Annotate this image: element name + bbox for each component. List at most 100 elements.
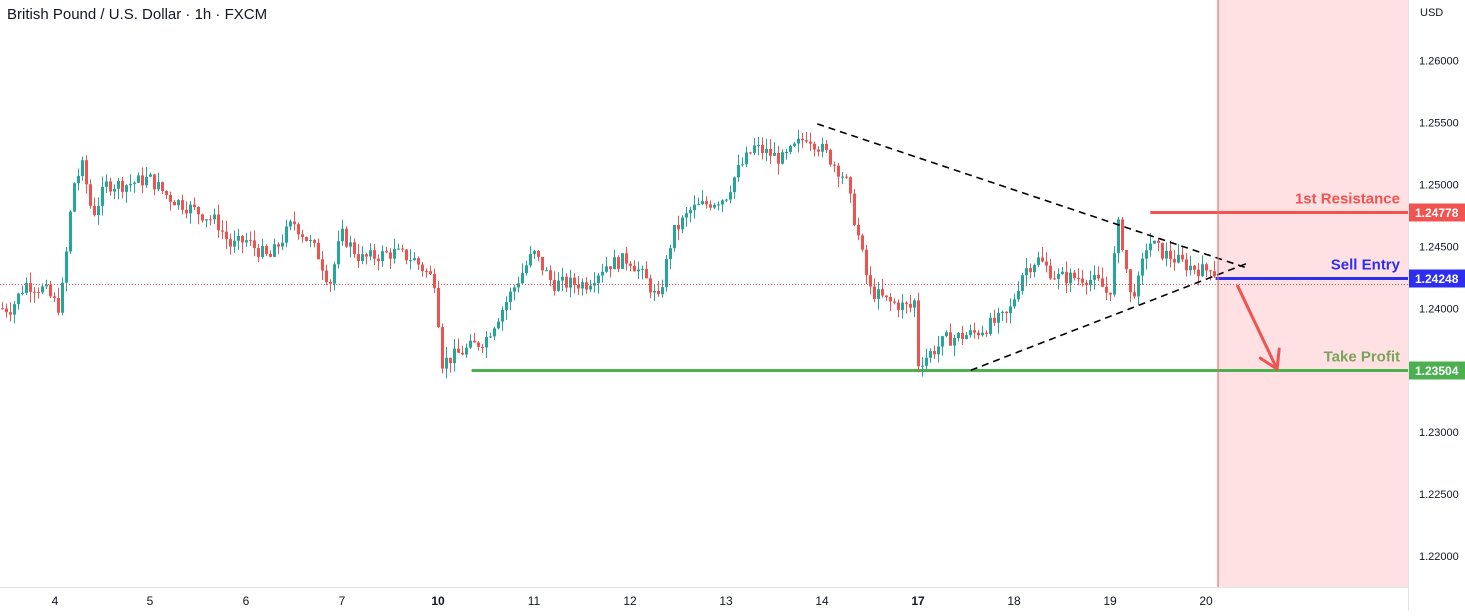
- candle-body: [237, 235, 240, 241]
- candle: [69, 210, 72, 254]
- candle-body: [1141, 258, 1144, 276]
- candle: [385, 246, 388, 254]
- triangle-trendline-1: [816, 123, 1250, 270]
- candle-body: [1173, 259, 1176, 263]
- candle-body: [537, 250, 540, 257]
- candle-body: [789, 145, 792, 152]
- candle-body: [897, 302, 900, 311]
- candle: [1045, 252, 1048, 273]
- candle: [821, 137, 824, 158]
- candle: [189, 200, 192, 224]
- candle: [121, 176, 124, 199]
- candle-body: [717, 204, 720, 206]
- candle: [169, 191, 172, 211]
- candle-body: [33, 291, 36, 293]
- candle-body: [553, 280, 556, 291]
- x-tick-label: 12: [623, 594, 637, 608]
- candle: [1, 302, 4, 310]
- candle: [517, 276, 520, 293]
- candle-body: [25, 282, 28, 294]
- candle-body: [65, 251, 68, 283]
- candle-body: [513, 287, 516, 292]
- candle: [553, 271, 556, 296]
- candle-body: [361, 254, 364, 262]
- candle: [869, 266, 872, 295]
- candle-body: [841, 176, 844, 178]
- candle-body: [13, 304, 16, 315]
- y-tick-label: 1.22500: [1419, 489, 1459, 501]
- candle-body: [609, 266, 612, 270]
- candle: [85, 155, 88, 194]
- candle: [373, 243, 376, 266]
- candle-body: [1181, 254, 1184, 260]
- candle: [785, 148, 788, 160]
- level-label-3: Take Profit: [1324, 349, 1400, 366]
- candle: [1169, 240, 1172, 268]
- candle-body: [409, 260, 412, 262]
- candle: [753, 138, 756, 156]
- candle: [177, 199, 180, 210]
- candle: [949, 323, 952, 346]
- candle-body: [305, 236, 308, 241]
- candle-body: [981, 332, 984, 336]
- candle-body: [1069, 272, 1072, 284]
- candle-body: [1209, 270, 1212, 272]
- candle-body: [493, 328, 496, 337]
- price-badge-text: 1.24248: [1415, 272, 1459, 286]
- candle: [533, 249, 536, 259]
- candle: [237, 228, 240, 250]
- candle-body: [1017, 290, 1020, 300]
- candle: [485, 331, 488, 359]
- candle: [341, 219, 344, 246]
- candle: [817, 146, 820, 157]
- candle-body: [129, 183, 132, 186]
- candle: [1125, 249, 1128, 274]
- candle: [977, 329, 980, 340]
- candle: [49, 280, 52, 299]
- candle-body: [701, 201, 704, 205]
- candle: [1053, 270, 1056, 281]
- candle: [689, 206, 692, 223]
- candle: [645, 261, 648, 279]
- candle: [809, 132, 812, 152]
- candle: [881, 278, 884, 298]
- candle: [641, 265, 644, 280]
- candle-body: [1101, 278, 1104, 287]
- candle-body: [117, 180, 120, 189]
- candle-body: [525, 265, 528, 274]
- candle-body: [357, 254, 360, 262]
- candle: [789, 144, 792, 155]
- candle-body: [845, 176, 848, 178]
- candle-body: [685, 213, 688, 218]
- candle-body: [833, 164, 836, 166]
- candle: [461, 345, 464, 356]
- candle: [1013, 293, 1016, 309]
- candle-body: [1057, 273, 1060, 279]
- candle: [841, 172, 844, 185]
- candle: [1101, 267, 1104, 287]
- candle-body: [317, 242, 320, 260]
- candle-body: [113, 188, 116, 192]
- candle-body: [1085, 282, 1088, 285]
- candle-body: [941, 336, 944, 347]
- x-tick-label: 20: [1199, 594, 1213, 608]
- candle-body: [801, 138, 804, 141]
- candle-body: [365, 254, 368, 257]
- candle-body: [597, 275, 600, 284]
- candle-body: [105, 181, 108, 187]
- candle-body: [125, 185, 128, 192]
- candle: [457, 338, 460, 354]
- candle: [73, 182, 76, 213]
- candle: [837, 163, 840, 188]
- candle: [657, 281, 660, 297]
- candle-body: [769, 148, 772, 156]
- candle: [409, 249, 412, 270]
- candle: [185, 201, 188, 219]
- candle: [433, 268, 436, 294]
- candle-body: [1137, 275, 1140, 297]
- candle: [305, 236, 308, 242]
- candle-body: [1029, 268, 1032, 273]
- candle-body: [289, 221, 292, 227]
- candle: [761, 137, 764, 160]
- candle-body: [1021, 275, 1024, 291]
